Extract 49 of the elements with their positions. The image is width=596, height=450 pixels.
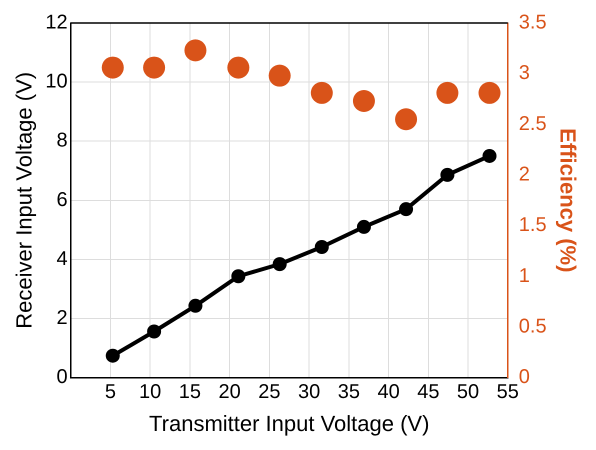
point: [188, 298, 202, 313]
point: [184, 39, 206, 62]
y-tick-label: 8: [56, 130, 68, 152]
point: [272, 257, 287, 272]
y-tick-label: 0: [56, 366, 68, 388]
point: [102, 56, 124, 79]
y2-tick-label: 0.5: [518, 315, 547, 338]
point: [440, 168, 454, 182]
y-tick-label: 12: [45, 12, 68, 34]
x-tick-label: 10: [139, 381, 162, 404]
point: [395, 108, 418, 130]
y2-tick-label: 3: [518, 62, 530, 84]
y2-tick-label: 1: [518, 264, 530, 287]
x-axis-title: Transmitter Input Voltage (V): [149, 410, 430, 436]
y2-axis-title: Efficiency (%): [556, 128, 581, 272]
x-tick-label: 25: [258, 381, 280, 404]
point: [436, 82, 458, 104]
point: [356, 220, 371, 234]
x-tick-label: 20: [218, 381, 241, 404]
x-tick-label: 35: [338, 381, 360, 404]
y2-tick-label: 0: [518, 366, 530, 388]
point: [143, 56, 166, 79]
point: [147, 324, 162, 338]
y-axis-title: Receiver Input Voltage (V): [11, 72, 36, 329]
x-tick-label: 45: [417, 381, 440, 404]
y2-tick-label: 1.5: [518, 214, 547, 236]
x-tick-label: 30: [298, 381, 320, 404]
y2-tick-label: 2.5: [518, 112, 547, 135]
y-tick-label: 10: [45, 70, 68, 93]
x-tick-label: 50: [456, 381, 480, 404]
point: [268, 64, 291, 87]
point: [482, 148, 497, 163]
y-tick-label: 6: [56, 188, 68, 211]
point: [310, 82, 333, 104]
point: [478, 82, 501, 104]
point: [352, 90, 375, 112]
y-tick-label: 4: [56, 248, 68, 270]
x-tick-label: 40: [377, 381, 400, 404]
x-tick-label: 55: [496, 381, 519, 404]
point: [231, 269, 246, 284]
point: [227, 56, 250, 79]
point: [314, 240, 329, 254]
y2-tick-label: 2: [518, 163, 530, 186]
point: [399, 202, 414, 216]
x-tick-label: 15: [178, 381, 201, 404]
y2-tick-label: 3.5: [518, 12, 547, 34]
point: [106, 348, 120, 363]
x-tick-label: 5: [104, 381, 116, 404]
y-tick-label: 2: [56, 307, 68, 330]
